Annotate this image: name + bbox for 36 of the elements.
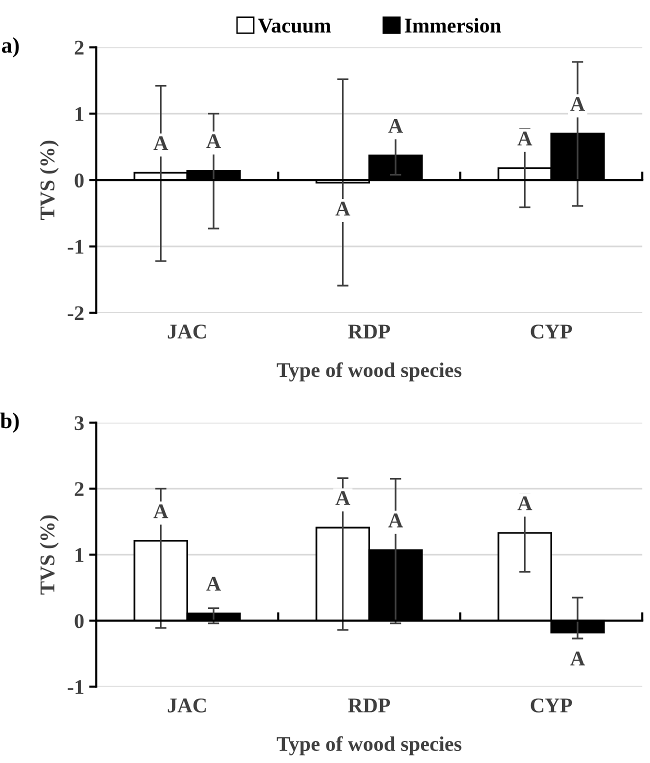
- x-tick-label: CYP: [530, 698, 572, 712]
- x-tick-label: JAC: [168, 324, 206, 339]
- x-tick-label: CYP: [530, 324, 572, 339]
- data-label: A: [206, 576, 221, 591]
- data-label: A: [335, 491, 350, 505]
- y-tick-label: 0: [74, 614, 84, 628]
- y-tick-label: 1: [76, 548, 84, 562]
- data-label: A: [517, 496, 532, 510]
- y-tick-label: -2: [68, 306, 84, 320]
- x-axis-title: Type of wood species: [276, 362, 462, 382]
- data-label: A: [570, 652, 585, 666]
- data-label: A: [388, 514, 403, 528]
- y-tick-label: 2: [74, 40, 84, 55]
- y-tick-label: -1: [68, 680, 84, 694]
- x-axis-title: Type of wood species: [276, 736, 462, 756]
- y-tick-label: 1: [76, 107, 84, 121]
- x-tick-label: RDP: [348, 698, 390, 712]
- chart-title: a): [2, 37, 19, 58]
- data-label: A: [388, 118, 403, 133]
- y-axis-title: TVS (%): [40, 140, 59, 220]
- y-tick-label: -1: [68, 240, 84, 254]
- y-tick-label: 2: [74, 482, 84, 496]
- data-label: A: [517, 132, 532, 146]
- legend-label: Vacuum: [258, 18, 331, 33]
- data-label: A: [153, 136, 168, 150]
- data-label: A: [206, 134, 221, 148]
- data-label: A: [335, 202, 350, 216]
- data-label: A: [570, 97, 585, 111]
- y-tick-label: 0: [74, 173, 84, 188]
- y-tick-label: 3: [74, 416, 84, 430]
- chart-title: b): [0, 412, 19, 433]
- x-tick-label: RDP: [348, 324, 390, 338]
- x-tick-label: JAC: [168, 698, 206, 712]
- y-axis-title: TVS (%): [40, 515, 59, 595]
- data-label: A: [153, 504, 168, 518]
- legend-label: Immersion: [404, 18, 502, 33]
